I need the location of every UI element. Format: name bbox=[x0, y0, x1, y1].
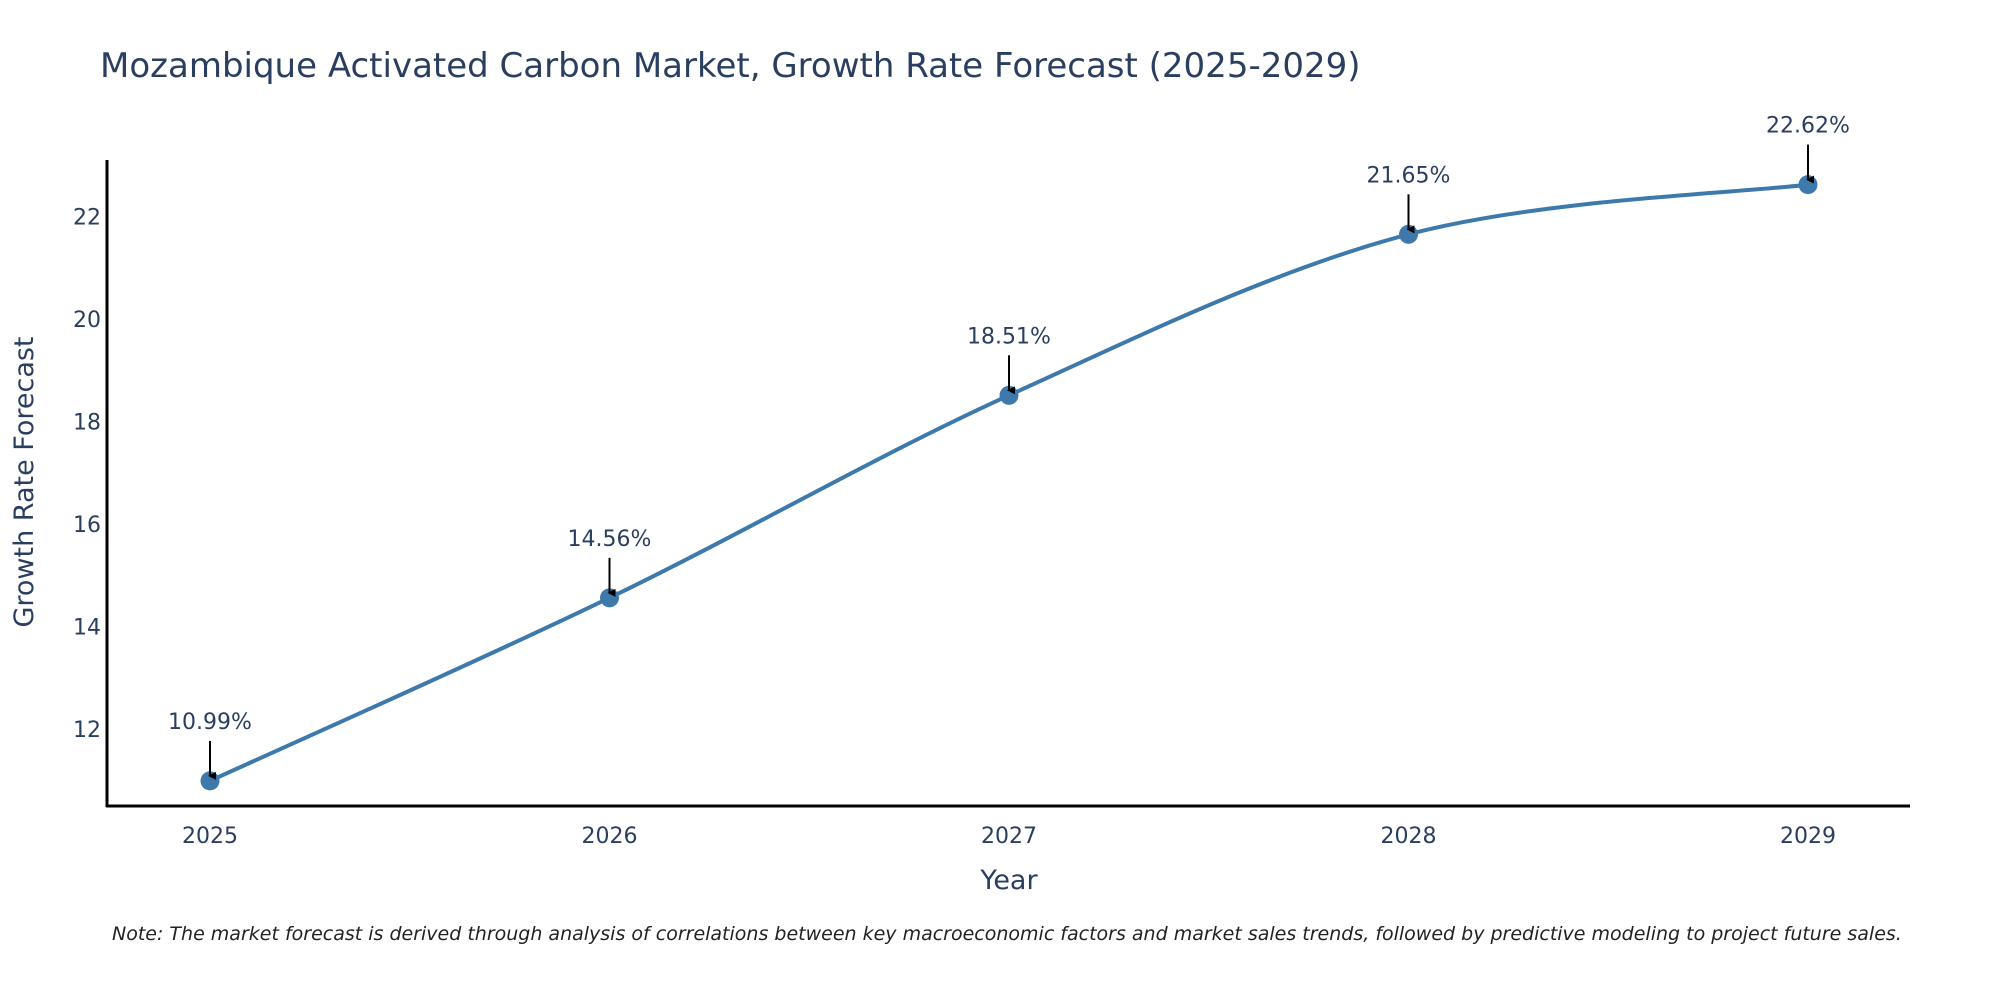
series-line bbox=[209, 182, 1809, 783]
y-tick-label: 16 bbox=[73, 513, 101, 538]
y-tick-label: 12 bbox=[73, 718, 101, 743]
x-tick-label: 2029 bbox=[1780, 824, 1836, 849]
footnote: Note: The market forecast is derived thr… bbox=[112, 923, 1902, 945]
data-label: 21.65% bbox=[1367, 163, 1451, 188]
x-tick-label: 2026 bbox=[582, 824, 638, 849]
data-label: 14.56% bbox=[568, 527, 652, 552]
chart-title: Mozambique Activated Carbon Market, Grow… bbox=[100, 46, 1361, 86]
x-tick-label: 2028 bbox=[1381, 824, 1437, 849]
data-label: 18.51% bbox=[967, 324, 1051, 349]
x-tick-label: 2025 bbox=[182, 824, 238, 849]
data-label: 22.62% bbox=[1766, 114, 1850, 139]
y-tick-label: 20 bbox=[73, 308, 101, 333]
y-axis-title: Growth Rate Forecast bbox=[9, 336, 40, 627]
x-tick-label: 2027 bbox=[981, 824, 1037, 849]
x-axis-title: Year bbox=[979, 865, 1038, 896]
y-tick-label: 18 bbox=[73, 410, 101, 435]
data-label: 10.99% bbox=[168, 710, 252, 735]
y-tick-label: 14 bbox=[73, 616, 101, 641]
y-tick-label: 22 bbox=[73, 205, 101, 230]
